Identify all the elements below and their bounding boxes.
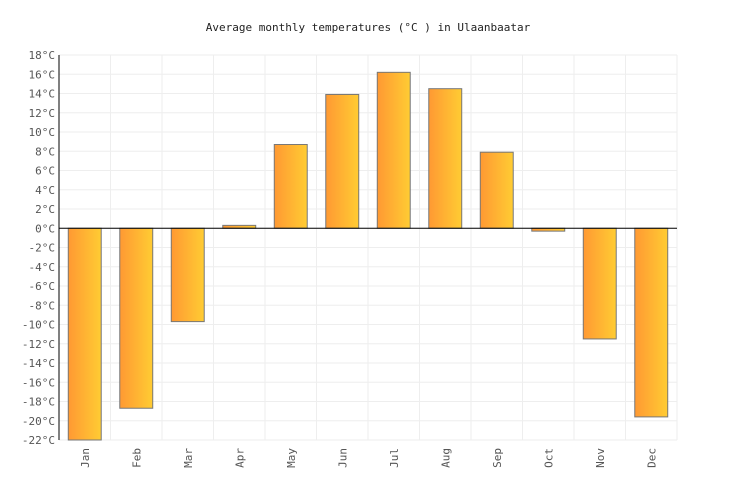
y-tick-label: -20°C bbox=[22, 415, 55, 428]
y-tick-label: 18°C bbox=[29, 49, 56, 62]
y-tick-label: 0°C bbox=[35, 222, 55, 235]
x-tick-label: Aug bbox=[439, 448, 452, 468]
x-tick-label: May bbox=[285, 448, 298, 468]
y-tick-label: 16°C bbox=[29, 68, 56, 81]
y-tick-label: -12°C bbox=[22, 338, 55, 351]
y-tick-label: 4°C bbox=[35, 184, 55, 197]
bar-mar bbox=[170, 227, 205, 323]
y-tick-label: 8°C bbox=[35, 145, 55, 158]
x-tick-label: Jul bbox=[388, 448, 401, 468]
y-tick-label: -8°C bbox=[29, 299, 56, 312]
bar-sep bbox=[479, 151, 514, 229]
bar-may bbox=[273, 144, 308, 229]
x-tick-label: Feb bbox=[130, 448, 143, 468]
bar-feb bbox=[119, 227, 154, 409]
y-tick-label: -4°C bbox=[29, 261, 56, 274]
y-tick-label: 6°C bbox=[35, 165, 55, 178]
y-tick-label: -10°C bbox=[22, 319, 55, 332]
x-tick-label: Jun bbox=[336, 448, 349, 468]
x-tick-label: Nov bbox=[594, 448, 607, 468]
x-tick-label: Oct bbox=[542, 448, 555, 468]
y-tick-label: -6°C bbox=[29, 280, 56, 293]
y-tick-label: 14°C bbox=[29, 88, 56, 101]
x-tick-label: Jan bbox=[79, 448, 92, 468]
bar-dec bbox=[634, 227, 669, 418]
x-tick-label: Mar bbox=[182, 448, 195, 468]
bar-jan bbox=[67, 227, 102, 441]
x-tick-label: Dec bbox=[645, 448, 658, 468]
x-tick-label: Apr bbox=[233, 448, 246, 468]
y-tick-label: -18°C bbox=[22, 396, 55, 409]
bar-jun bbox=[325, 93, 360, 229]
y-tick-label: 10°C bbox=[29, 126, 56, 139]
y-tick-label: -16°C bbox=[22, 376, 55, 389]
bar-aug bbox=[428, 88, 463, 229]
bar-jul bbox=[376, 71, 411, 229]
y-tick-label: -22°C bbox=[22, 434, 55, 447]
y-tick-label: 2°C bbox=[35, 203, 55, 216]
y-tick-label: 12°C bbox=[29, 107, 56, 120]
y-tick-label: -14°C bbox=[22, 357, 55, 370]
bar-nov bbox=[582, 227, 617, 340]
x-tick-label: Sep bbox=[491, 448, 504, 468]
y-tick-label: -2°C bbox=[29, 242, 56, 255]
chart-title: Average monthly temperatures (°C ) in Ul… bbox=[205, 21, 531, 34]
